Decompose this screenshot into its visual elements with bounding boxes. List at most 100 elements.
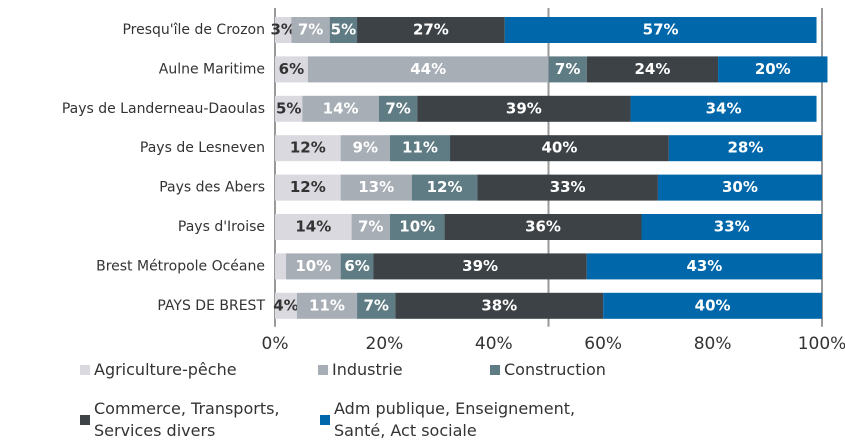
bar-segment <box>586 56 719 83</box>
y-tick-label: Pays des Abers <box>159 180 265 196</box>
data-label: 14% <box>295 218 331 236</box>
bar-segment <box>450 135 669 162</box>
data-label: 12% <box>290 139 326 157</box>
bar-segment <box>477 174 658 201</box>
legend-marker <box>80 365 90 375</box>
legend-entry: Adm publique, Enseignement, Santé, Act s… <box>320 398 600 441</box>
legend-entry: Industrie <box>318 359 488 381</box>
x-tick-label: 0% <box>262 334 289 354</box>
data-label: 7% <box>363 296 388 314</box>
bar-segment <box>340 135 390 162</box>
bar-segment <box>296 292 358 319</box>
bar-segment <box>389 214 445 240</box>
y-tick-label: Pays d'Iroise <box>178 219 265 235</box>
legend-label: Agriculture-pêche <box>94 360 237 379</box>
legend-marker <box>320 415 330 425</box>
bar-segment <box>444 214 642 240</box>
data-label: 7% <box>358 218 383 236</box>
bar-segment <box>411 174 478 201</box>
data-label: 10% <box>295 257 331 275</box>
data-label: 6% <box>344 257 369 275</box>
bar-segment <box>548 56 587 83</box>
data-label: 33% <box>550 178 586 196</box>
bar-segment <box>718 56 828 83</box>
data-label: 28% <box>727 139 763 157</box>
x-tick-label: 40% <box>475 334 513 354</box>
x-tick-label: 20% <box>366 334 404 354</box>
bar-segment <box>603 292 822 319</box>
data-label: 40% <box>695 296 731 314</box>
data-label: 12% <box>290 178 326 196</box>
y-tick-label: Aulne Maritime <box>159 61 265 77</box>
data-label: 24% <box>634 60 670 78</box>
bar-segment <box>357 17 505 43</box>
bar-segment <box>275 174 341 201</box>
data-label: 5% <box>331 21 356 39</box>
data-label: 9% <box>353 139 378 157</box>
data-label: 7% <box>385 99 410 117</box>
bar-segment <box>275 292 297 319</box>
bar-segment <box>275 135 341 162</box>
bar-segment <box>351 214 390 240</box>
data-label: 39% <box>462 257 498 275</box>
legend-label: Adm publique, Enseignement, Santé, Act s… <box>334 399 576 440</box>
bar-segment <box>417 95 631 122</box>
bar-segment <box>668 135 822 162</box>
bar-segment <box>291 17 330 43</box>
data-label: 7% <box>555 60 580 78</box>
bar-segment <box>275 95 303 122</box>
data-label: 7% <box>298 21 323 39</box>
bar-segment <box>275 253 286 280</box>
data-label: 33% <box>714 218 750 236</box>
bar-segment <box>340 174 412 201</box>
y-tick-label: Pays de Landerneau-Daoulas <box>62 101 265 117</box>
legend-marker <box>490 365 500 375</box>
x-tick-label: 60% <box>584 334 622 354</box>
data-label: 6% <box>279 60 304 78</box>
legend-marker <box>80 415 90 425</box>
y-tick-label: Pays de Lesneven <box>140 140 265 156</box>
bar-segment <box>504 17 817 43</box>
data-label: 38% <box>481 296 517 314</box>
y-tick-label: Presqu'île de Crozon <box>122 22 265 38</box>
data-label: 36% <box>525 218 561 236</box>
data-label: 11% <box>309 296 345 314</box>
data-label: 12% <box>427 178 463 196</box>
data-label: 10% <box>399 218 435 236</box>
bar-segment <box>586 253 822 280</box>
bar-segment <box>373 253 587 280</box>
data-label: 3% <box>270 21 295 39</box>
x-tick-label: 100% <box>798 334 845 354</box>
data-label: 14% <box>323 99 359 117</box>
bar-segment <box>307 56 549 83</box>
x-tick-label: 80% <box>694 334 732 354</box>
legend-label: Industrie <box>332 360 403 379</box>
legend-marker <box>318 365 328 375</box>
bar-segment <box>641 214 822 240</box>
legend-entry: Construction <box>490 359 690 381</box>
legend-entry: Commerce, Transports, Services divers <box>80 398 320 441</box>
bar-segment <box>275 214 352 240</box>
data-label: 4% <box>273 296 298 314</box>
data-label: 20% <box>755 60 791 78</box>
data-label: 13% <box>358 178 394 196</box>
data-label: 30% <box>722 178 758 196</box>
data-label: 34% <box>706 99 742 117</box>
data-label: 40% <box>541 139 577 157</box>
data-label: 57% <box>643 21 679 39</box>
y-tick-label: PAYS DE BREST <box>157 298 265 314</box>
data-label: 39% <box>506 99 542 117</box>
data-label: 11% <box>402 139 438 157</box>
bar-segment <box>395 292 604 319</box>
data-label: 27% <box>413 21 449 39</box>
bar-segment <box>389 135 451 162</box>
y-tick-label: Brest Métropole Océane <box>96 258 265 274</box>
bar-segment <box>357 292 396 319</box>
legend-entry: Agriculture-pêche <box>80 359 320 381</box>
bar-segment <box>275 56 308 83</box>
bar-segment <box>329 17 358 43</box>
bar-segment <box>275 17 292 43</box>
bar-segment <box>630 95 817 122</box>
